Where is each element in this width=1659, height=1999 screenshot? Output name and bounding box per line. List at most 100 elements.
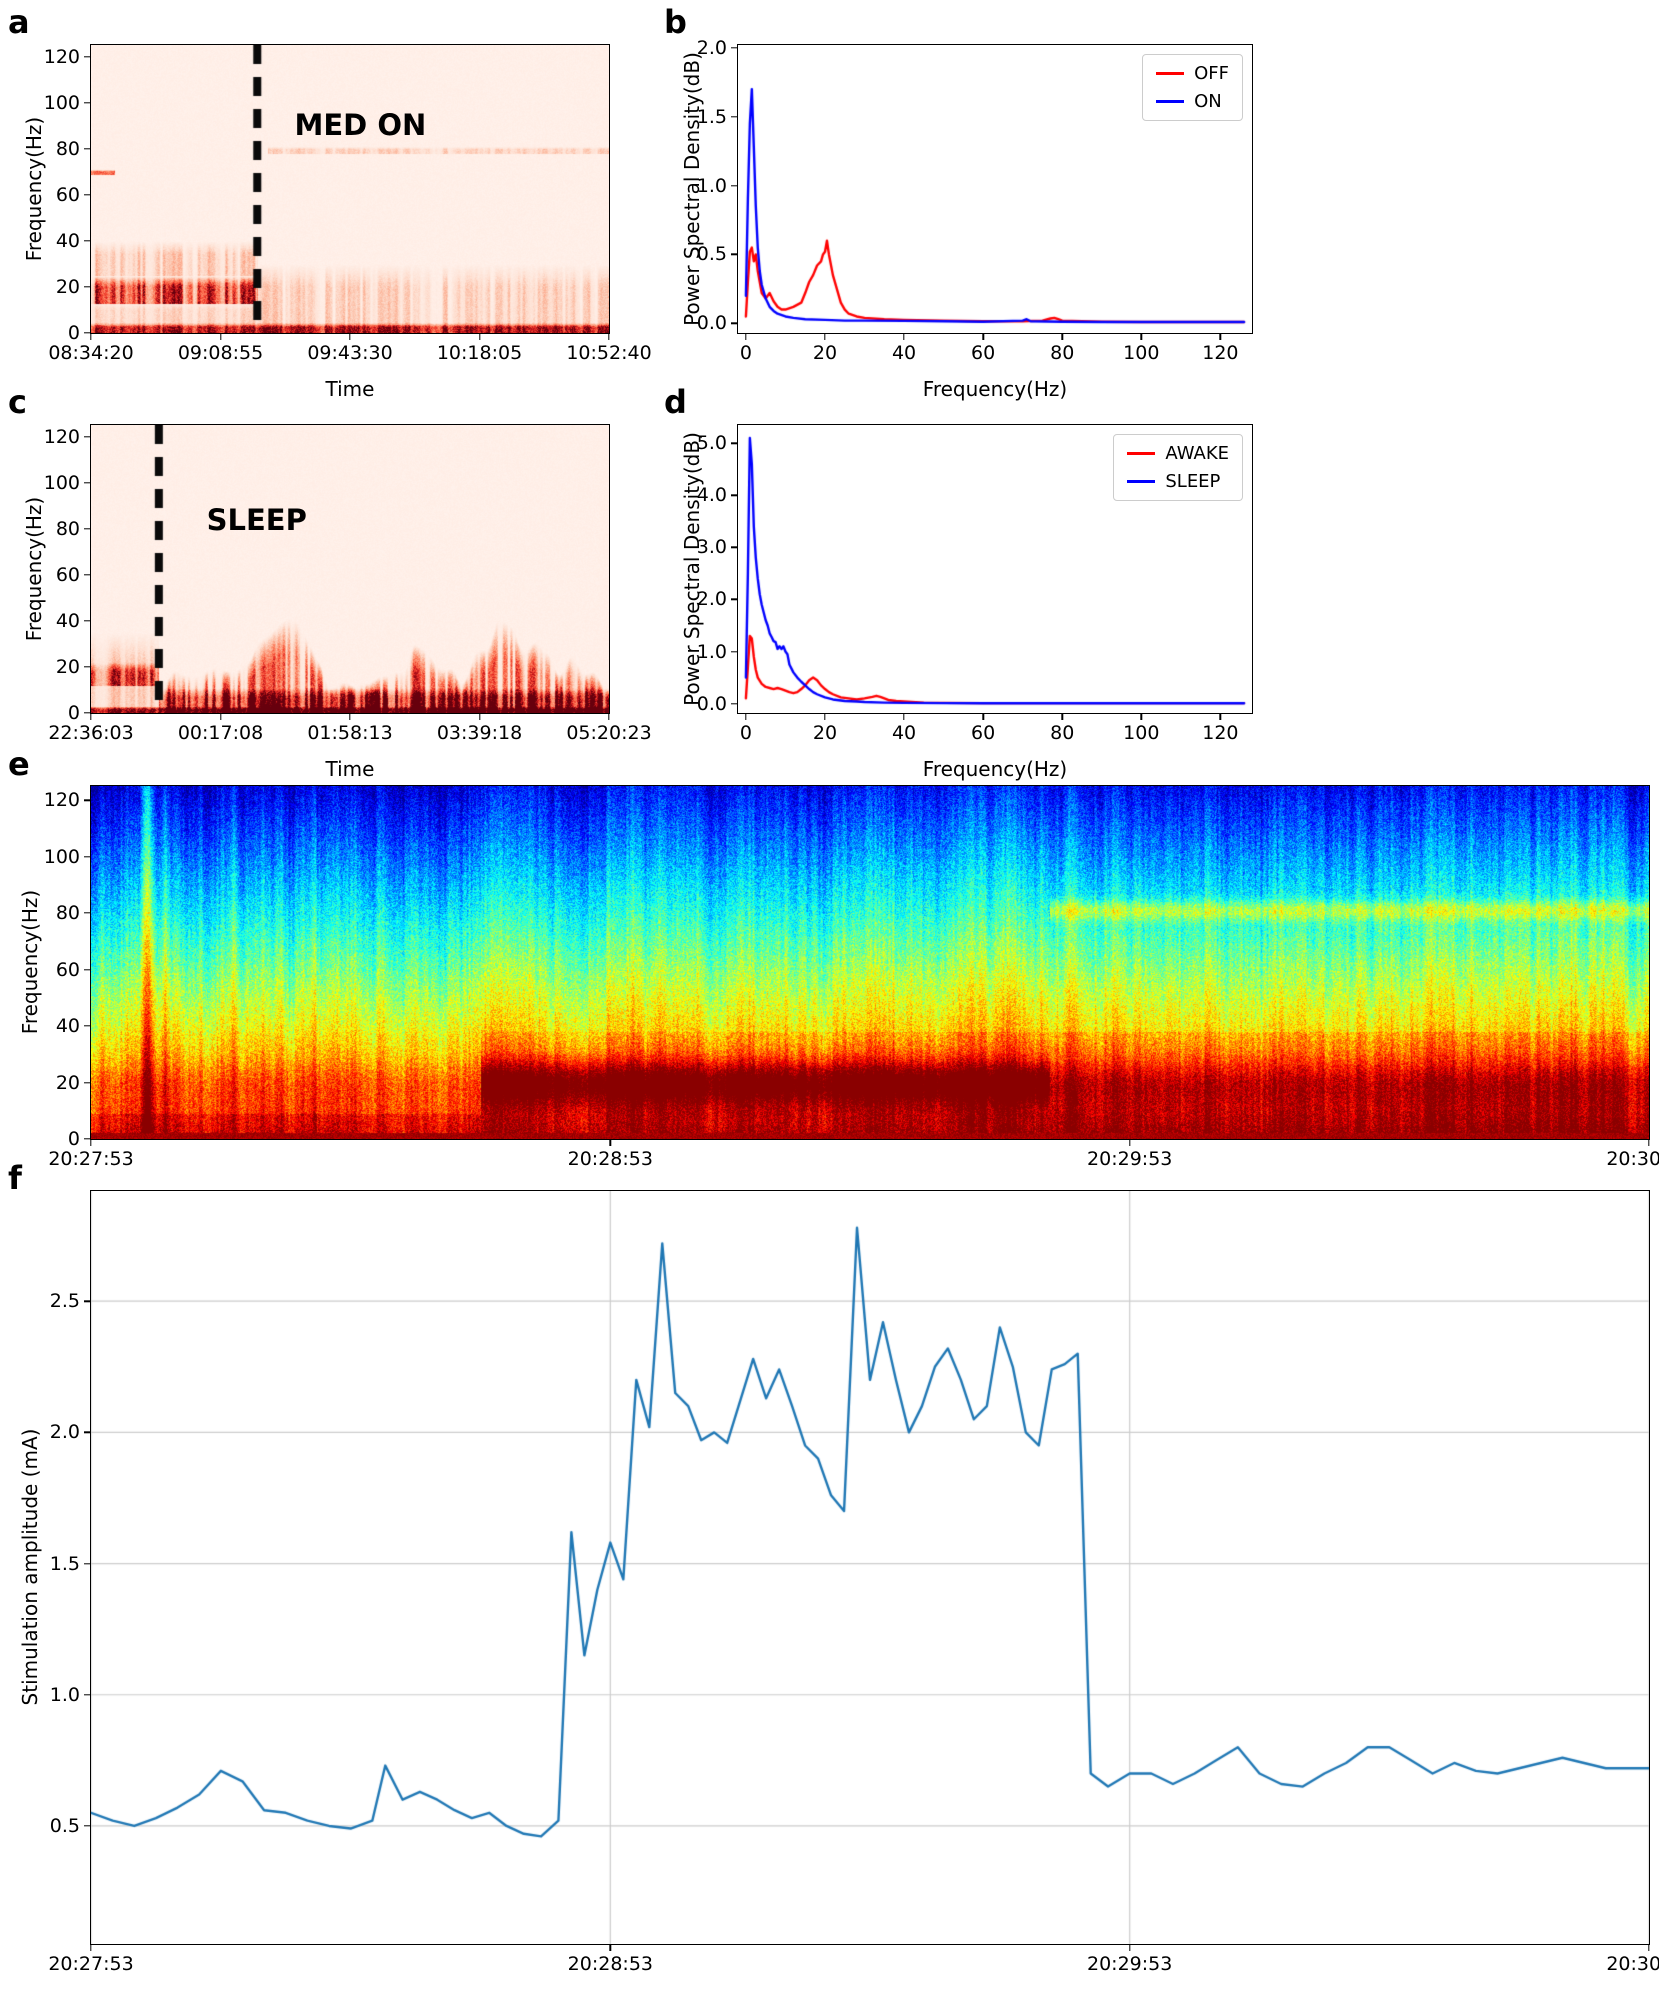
x-tick-label: 20:27:53 [48,1148,134,1170]
panel-f-plot: 20:27:53 20:28:53 20:29:53 20:30:53 0.5 1.0 1.… [48,1190,1659,1975]
x-tick-mark [903,333,905,340]
y-tick-label: 120 [43,45,80,68]
x-tick-mark [1648,1944,1650,1951]
y-tick-label: 60 [55,958,80,981]
y-tick-label: 1.0 [696,174,727,197]
legend-d: AWAKE SLEEP [1113,434,1243,501]
x-tick-label: 08:34:20 [48,342,134,364]
y-tick-mark [731,546,738,549]
panel-b-xaxis-label: Frequency(Hz) [922,377,1068,401]
y-tick-mark [84,799,91,801]
y-tick-mark [84,1300,91,1302]
panel-f-yaxis-label: Stimulation amplitude (mA) [18,1428,42,1706]
y-tick-label: 5.0 [696,432,727,455]
x-tick-label: 60 [971,342,996,364]
legend-b: OFF ON [1142,54,1243,121]
legend-item-awake: AWAKE [1127,443,1229,464]
y-tick-label: 80 [55,137,80,160]
x-tick-mark [1129,1139,1131,1146]
x-tick-label: 40 [891,342,917,364]
y-tick-mark [84,194,91,196]
y-tick-mark [84,1081,91,1084]
y-tick-label: 0.5 [49,1814,80,1837]
panel-a-plot: MED ON 08:34:20 09:08:55 09:43:30 10:18:05 1… [44,44,652,364]
x-tick-label: 10:18:05 [436,342,523,364]
sleep-annotation: SLEEP [206,502,307,537]
panel-d-xaxis-label: Frequency(Hz) [922,757,1068,781]
x-tick-label: 10:52:40 [566,342,652,364]
x-tick-label: 0 [739,722,752,744]
x-tick-mark [608,713,610,720]
x-tick-mark [219,713,222,720]
legend-label-awake: AWAKE [1165,443,1229,464]
x-tick-mark [90,333,92,340]
y-tick-mark [84,666,91,668]
y-tick-mark [84,435,91,438]
y-tick-mark [731,598,738,601]
y-tick-mark [84,101,91,104]
x-tick-label: 100 [1123,342,1160,364]
panel-f-letter: f [8,1159,22,1197]
x-tick-label: 22:36:03 [48,722,134,744]
y-tick-mark [84,1562,91,1565]
y-tick-mark [731,650,738,653]
y-tick-mark [84,1694,91,1696]
y-tick-label: 100 [43,845,80,868]
y-tick-mark [731,442,738,444]
x-tick-mark [1648,1139,1650,1146]
x-tick-mark [219,333,222,340]
y-tick-label: 0.0 [696,692,727,715]
off-line-swatch [1156,72,1185,75]
y-tick-label: 3.0 [696,536,727,559]
y-tick-mark [84,147,91,150]
x-tick-mark [90,1139,92,1146]
y-tick-mark [731,184,738,187]
y-tick-label: 2.0 [49,1421,80,1444]
x-tick-mark [982,713,984,720]
panel-e-spectrogram-canvas [91,786,1649,1139]
x-tick-label: 20 [812,722,838,744]
y-tick-mark [84,240,91,242]
y-tick-label: 40 [55,229,80,252]
x-tick-mark [90,1944,92,1951]
y-tick-label: 40 [55,609,80,632]
legend-item-off: OFF [1156,63,1229,84]
y-tick-label: 1.0 [696,640,727,663]
x-tick-mark [903,713,905,720]
x-tick-mark [609,1944,612,1951]
x-tick-label: 20:30:53 [1606,1148,1659,1170]
y-tick-label: 100 [43,91,80,114]
x-tick-label: 120 [1202,722,1239,744]
legend-item-sleep: SLEEP [1127,471,1229,492]
x-tick-label: 60 [971,722,996,744]
y-tick-label: 2.0 [696,588,727,611]
panel-e-yaxis-label: Frequency(Hz) [18,889,42,1035]
y-tick-mark [84,574,91,576]
x-tick-mark [1061,333,1063,340]
x-tick-label: 20:30:53 [1606,1953,1659,1975]
y-tick-mark [84,55,91,58]
y-tick-mark [731,702,738,705]
x-tick-mark [608,333,610,340]
x-tick-label: 80 [1050,722,1075,744]
x-tick-mark [745,713,747,720]
y-tick-mark [84,1138,91,1140]
x-tick-label: 20:29:53 [1087,1148,1173,1170]
panel-a-spectrogram-canvas [91,45,609,333]
panel-d-plot: AWAKE SLEEP 0 20 40 60 80 100 120 0.0 1.0 2.0 3.0 4… [697,424,1253,744]
legend-label-sleep: SLEEP [1165,471,1221,492]
x-tick-mark [478,713,481,720]
x-tick-mark [349,713,351,720]
y-tick-label: 1.5 [49,1552,80,1575]
panel-e-plot: 20:27:53 20:28:53 20:29:53 20:30:53 0 20 40 60 8… [44,785,1659,1170]
legend-item-on: ON [1156,91,1229,112]
x-tick-mark [982,333,984,340]
y-tick-mark [84,620,91,622]
panel-f-line-canvas [91,1191,1649,1944]
x-tick-mark [478,333,481,340]
y-tick-mark [84,1025,91,1027]
legend-label-on: ON [1194,91,1222,112]
x-tick-label: 120 [1202,342,1239,364]
x-tick-label: 80 [1050,342,1075,364]
x-tick-label: 20:27:53 [48,1953,134,1975]
